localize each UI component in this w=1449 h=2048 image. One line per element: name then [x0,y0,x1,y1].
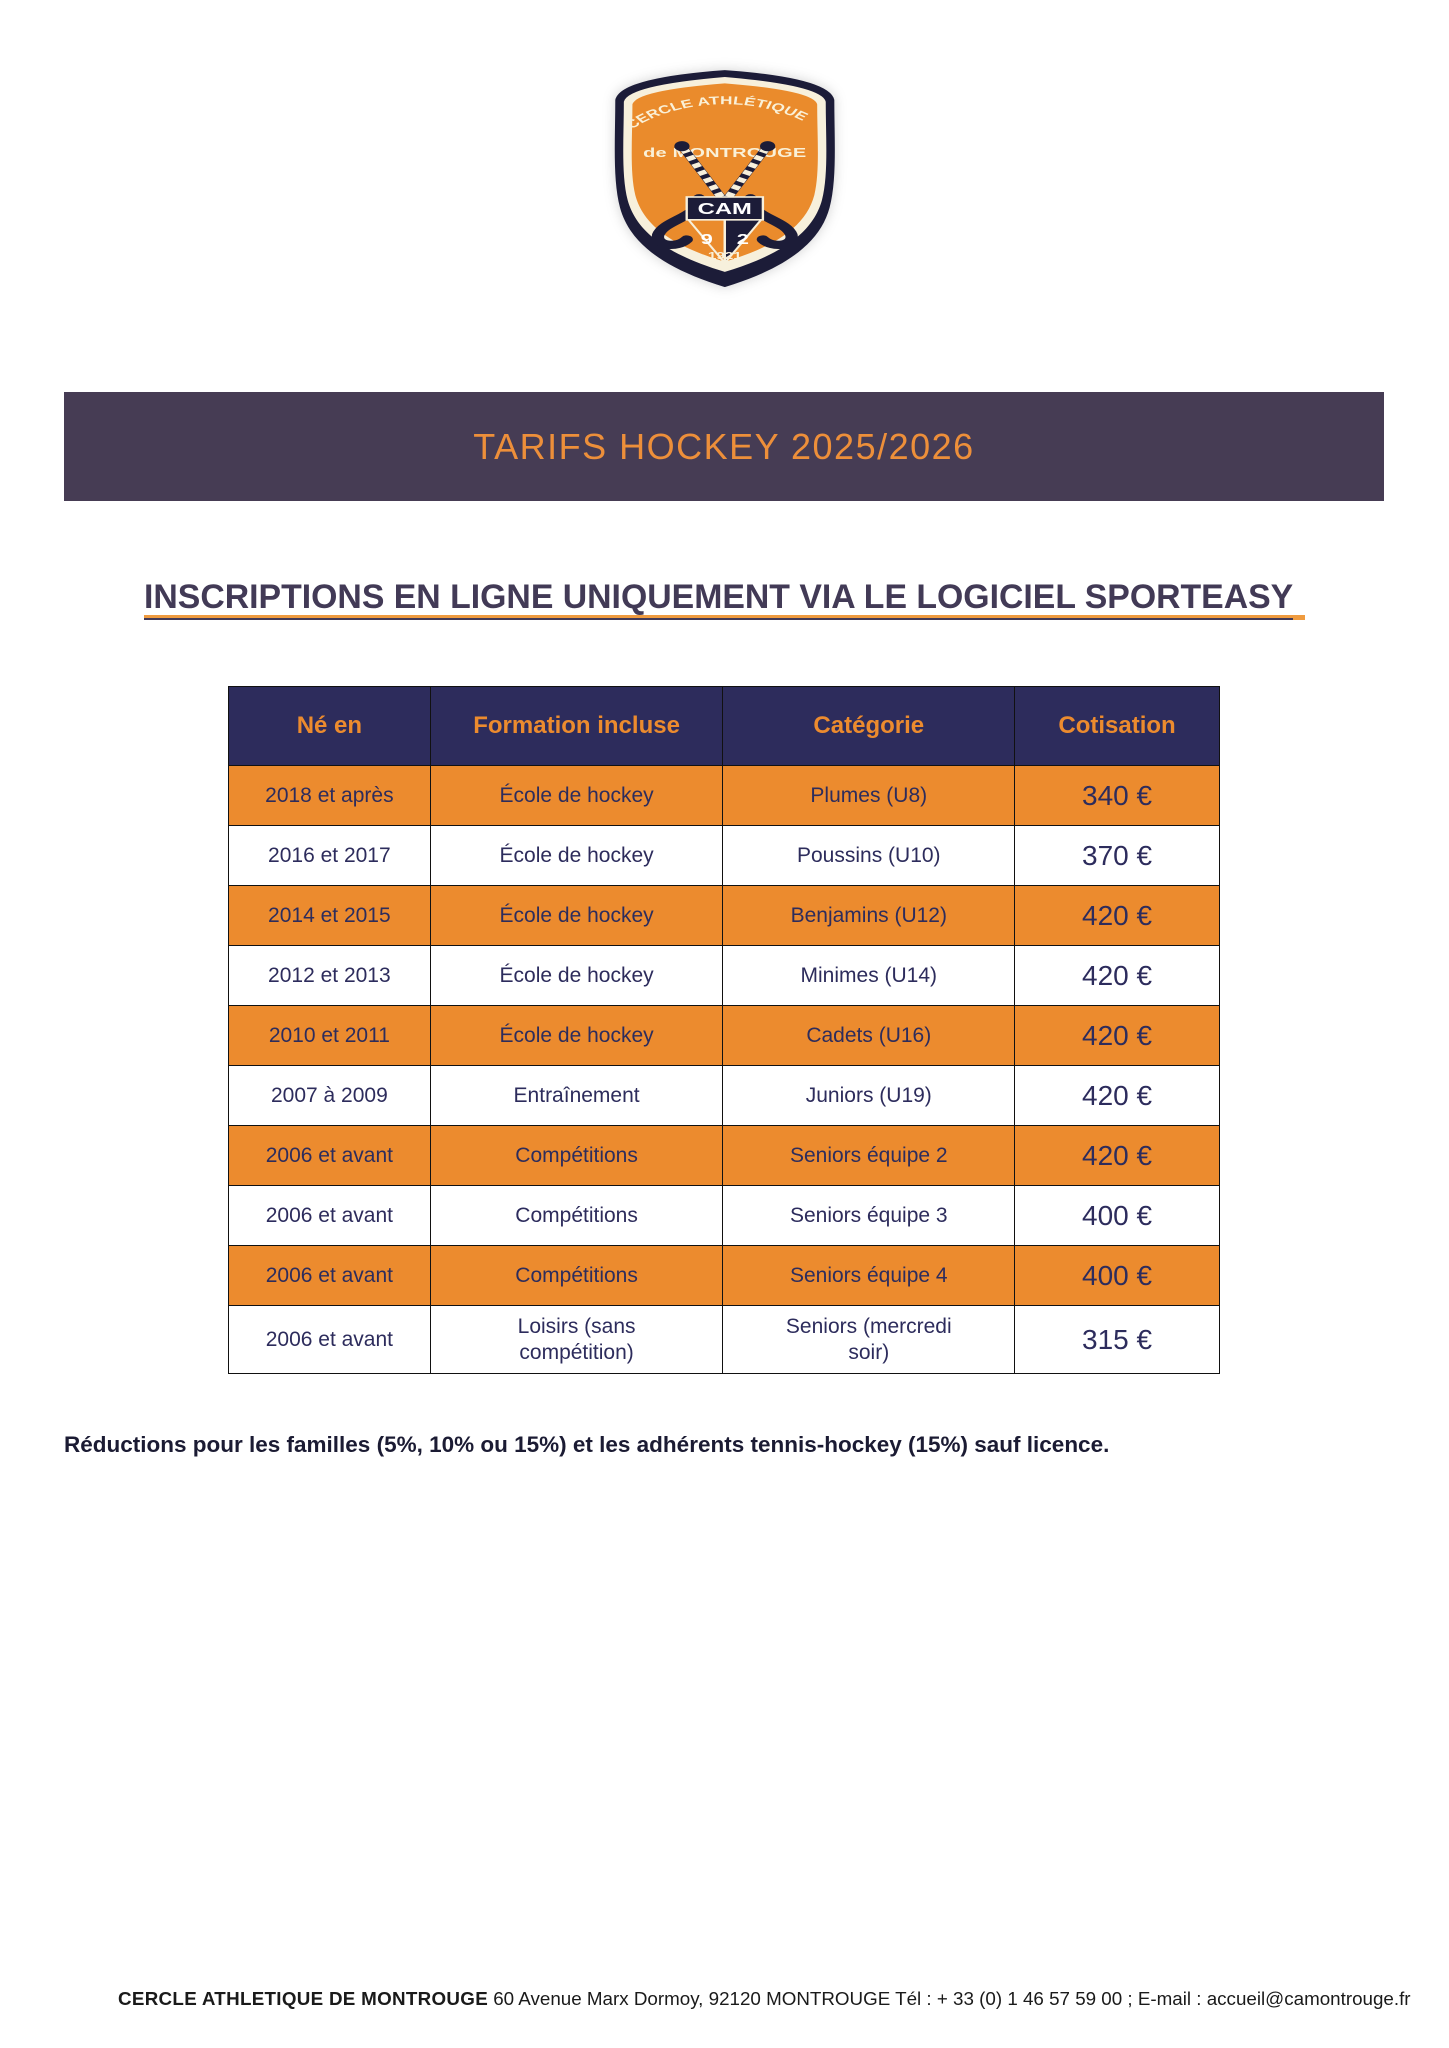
svg-text:9: 9 [700,231,712,247]
svg-text:CAM: CAM [697,201,751,218]
svg-text:1921: 1921 [708,250,742,262]
svg-text:de MONTROUGE: de MONTROUGE [643,145,806,160]
svg-text:2: 2 [736,231,748,247]
